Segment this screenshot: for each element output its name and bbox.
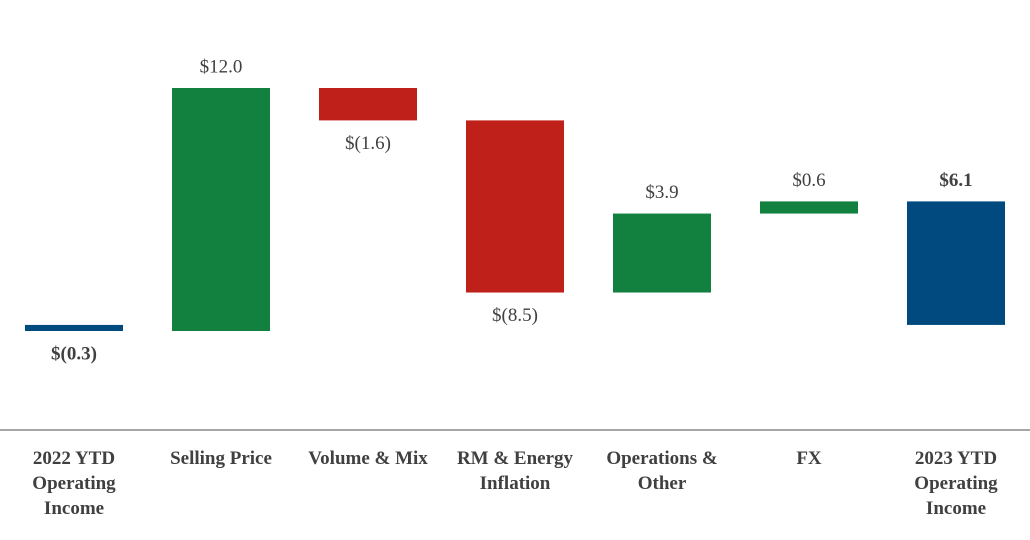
bar — [172, 88, 270, 331]
category-label: RM & Energy Inflation — [456, 448, 574, 494]
bar — [319, 88, 417, 121]
category-label: 2023 YTD Operating Income — [914, 448, 998, 519]
bar — [907, 201, 1005, 325]
value-label: $(1.6) — [345, 133, 391, 154]
bar — [25, 324, 123, 331]
value-label: $(8.5) — [492, 305, 538, 326]
category-label: 2022 YTD Operating Income — [32, 448, 116, 519]
value-label: $3.9 — [645, 182, 678, 203]
value-label: $0.6 — [792, 170, 825, 191]
category-label: FX — [796, 448, 822, 469]
category-label: Selling Price — [170, 448, 272, 469]
bar — [760, 201, 858, 214]
category-label: Operations & Other — [606, 448, 718, 494]
value-label: $12.0 — [200, 56, 243, 77]
bar — [466, 120, 564, 293]
value-label: $6.1 — [939, 170, 972, 191]
category-label: Volume & Mix — [308, 448, 428, 469]
value-label: $(0.3) — [51, 343, 97, 364]
bar — [613, 213, 711, 293]
